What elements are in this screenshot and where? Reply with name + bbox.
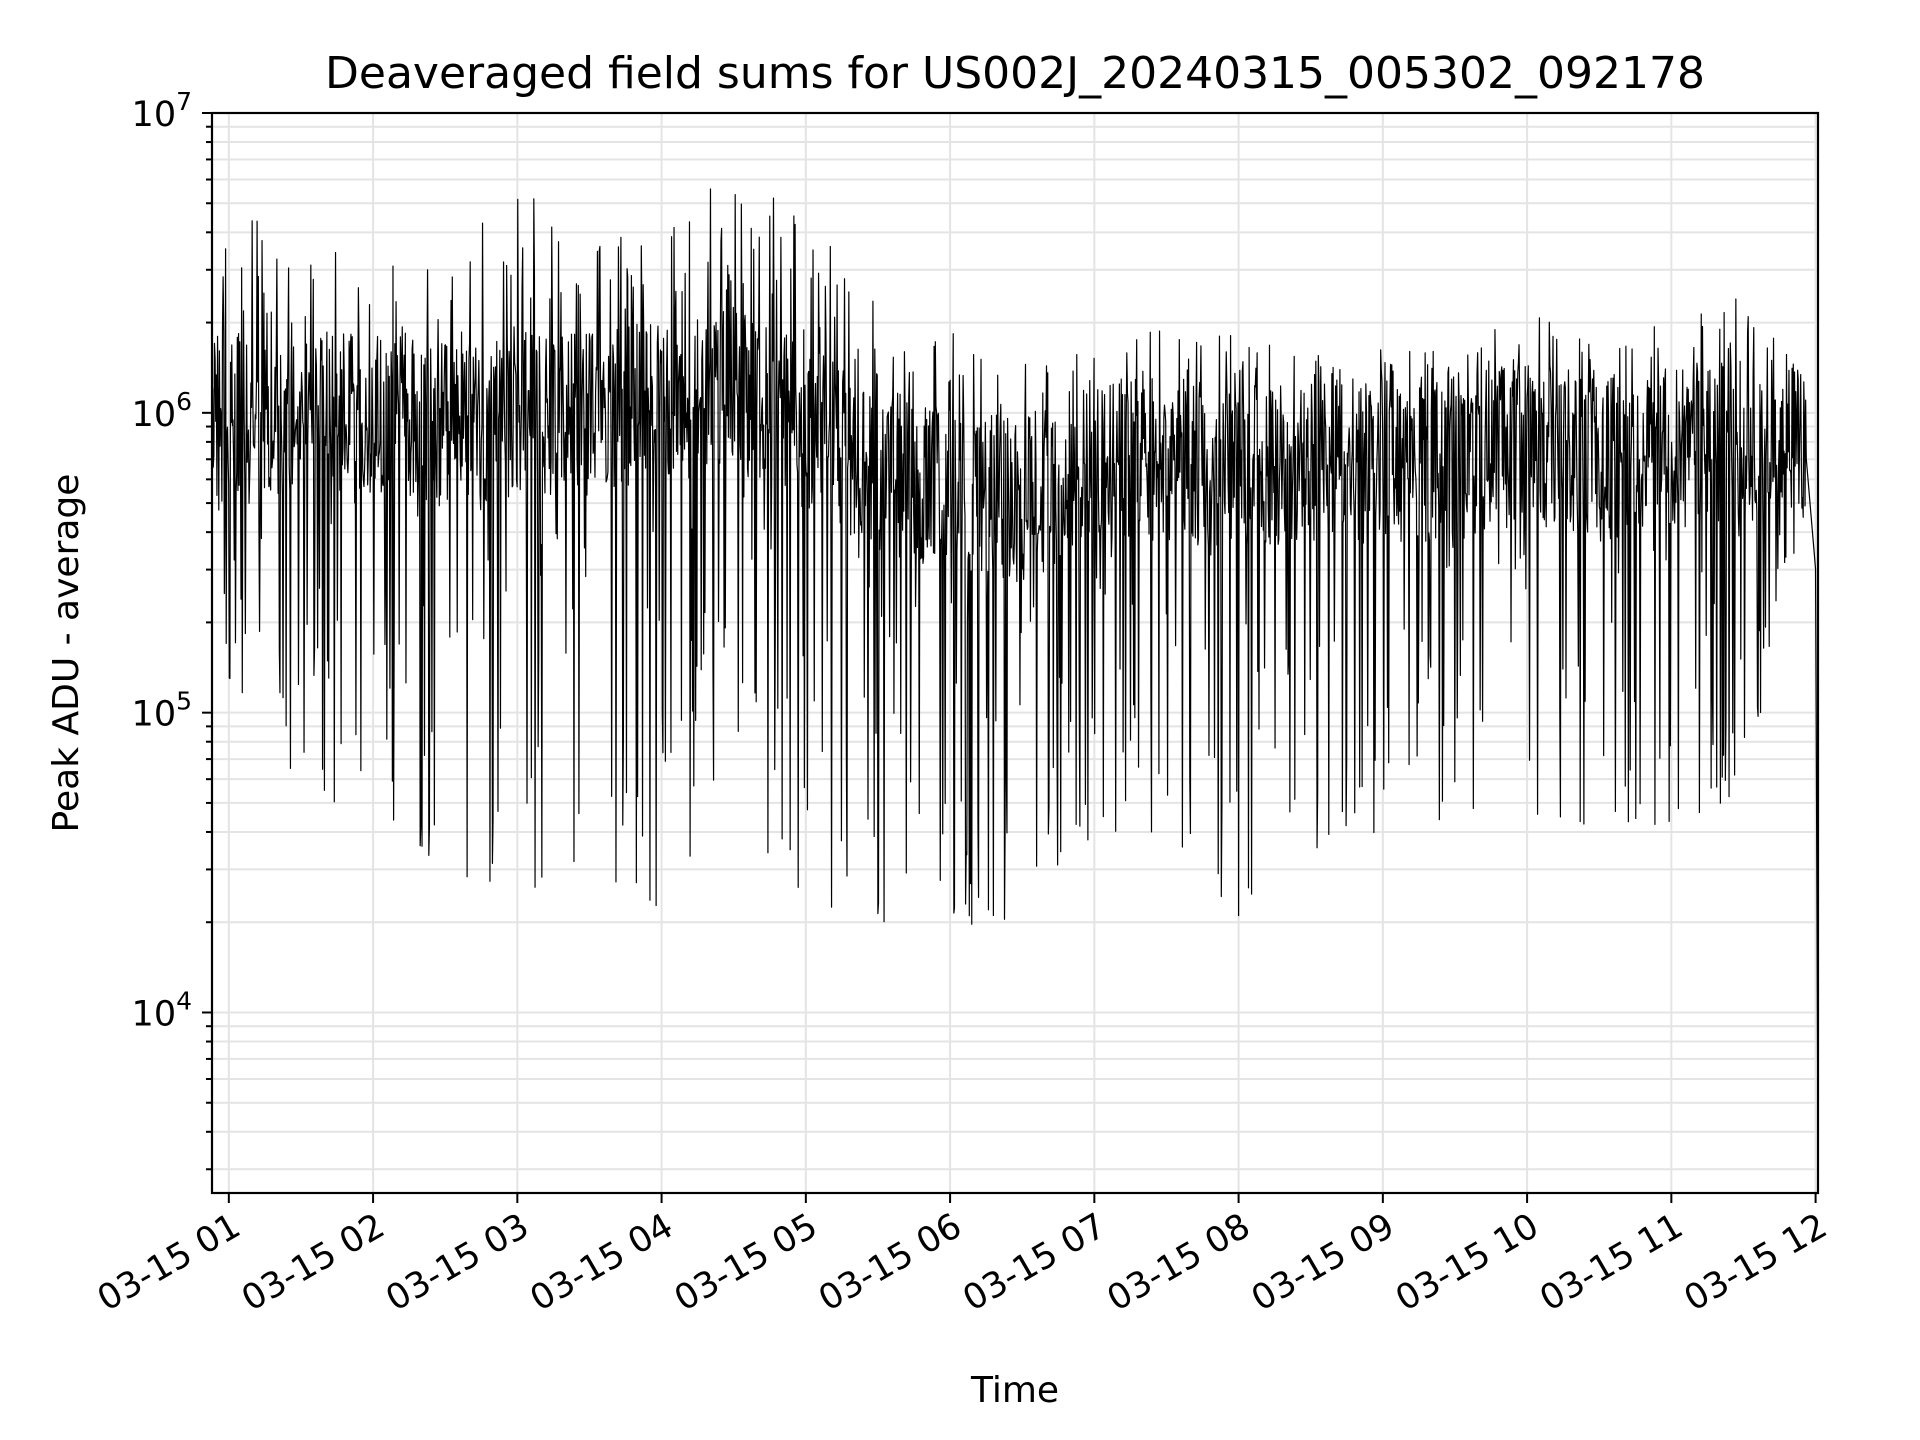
grid-lines xyxy=(212,112,1818,1193)
x-tick-label: 03-15 03 xyxy=(380,1206,536,1319)
x-tick-label: 03-15 02 xyxy=(235,1206,391,1319)
chart-title: Deaveraged field sums for US002J_2024031… xyxy=(325,48,1705,99)
y-tick-label: 105 xyxy=(132,687,192,735)
x-tick-label: 03-15 09 xyxy=(1245,1206,1401,1319)
x-axis-label: Time xyxy=(970,1370,1059,1411)
x-tick-label: 03-15 06 xyxy=(812,1206,968,1319)
x-tick-label: 03-15 10 xyxy=(1389,1206,1545,1319)
x-tick-label: 03-15 05 xyxy=(668,1206,824,1319)
y-tick-label: 106 xyxy=(132,387,192,435)
y-tick-label: 104 xyxy=(132,986,192,1034)
y-axis-ticks: 104 105 106 107 xyxy=(132,87,212,1171)
x-tick-label: 03-15 04 xyxy=(524,1206,680,1319)
x-tick-label: 03-15 07 xyxy=(957,1206,1113,1319)
data-line xyxy=(211,188,1819,1161)
y-tick-label: 107 xyxy=(132,87,192,135)
x-tick-label: 03-15 01 xyxy=(91,1206,247,1319)
x-tick-label: 03-15 12 xyxy=(1678,1206,1834,1319)
y-axis-label: Peak ADU - average xyxy=(46,474,87,833)
series-line xyxy=(211,188,1819,1161)
x-tick-label: 03-15 11 xyxy=(1534,1206,1690,1319)
plot-frame xyxy=(210,111,1820,1195)
x-tick-label: 03-15 08 xyxy=(1101,1206,1257,1319)
